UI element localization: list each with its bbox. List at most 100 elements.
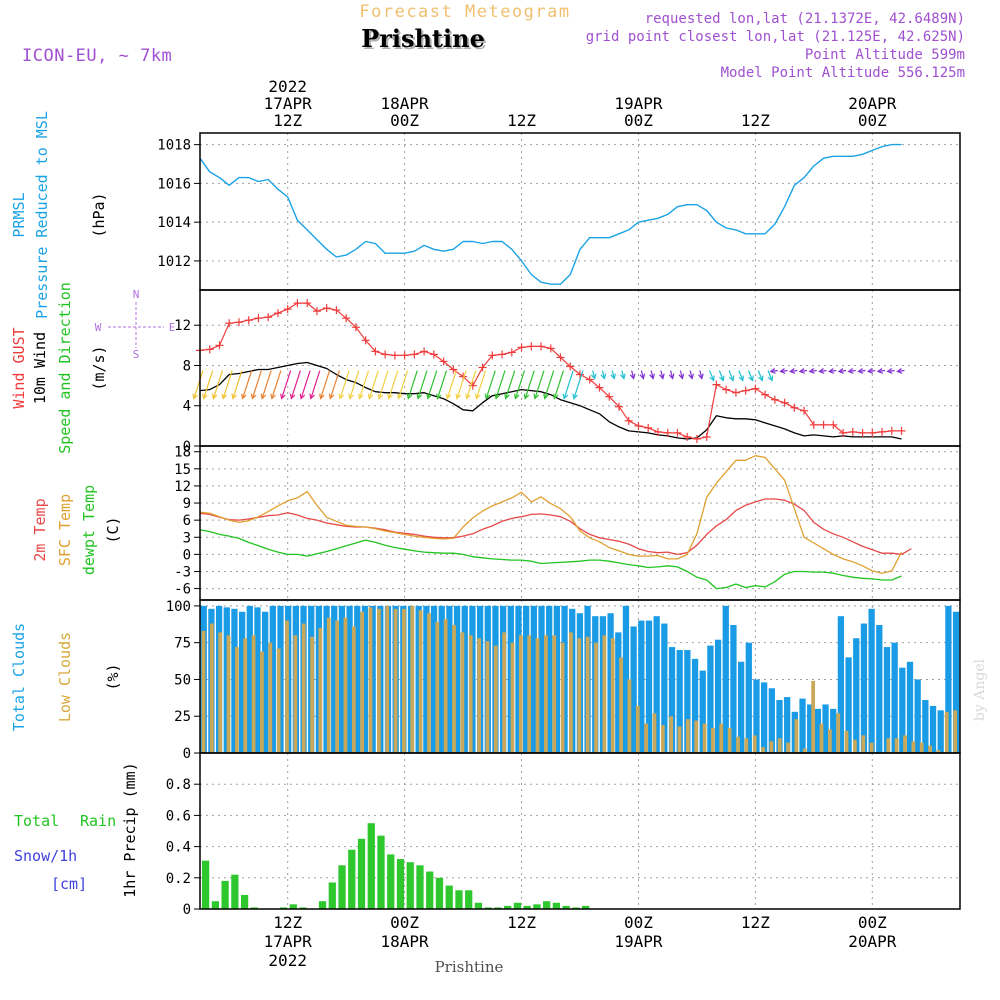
location-title-front: Prishtine bbox=[361, 24, 485, 53]
temp-dewpt-line bbox=[199, 529, 902, 590]
total-cloud-bar bbox=[768, 688, 775, 753]
temp-ytick-label-7: 15 bbox=[174, 462, 191, 478]
wind-direction-arrow bbox=[659, 370, 665, 380]
top-time-label: 00Z bbox=[390, 111, 419, 130]
precip-bar bbox=[562, 905, 570, 909]
total-cloud-bar bbox=[837, 616, 845, 753]
wind-gust-marker bbox=[517, 343, 526, 352]
top-time-label: 18APR bbox=[381, 94, 430, 113]
low-cloud-bar bbox=[928, 745, 932, 753]
wind-direction-arrow bbox=[543, 370, 555, 400]
wind-gust-marker bbox=[566, 362, 575, 371]
low-cloud-bar bbox=[301, 623, 306, 753]
wind-gust-marker bbox=[244, 316, 253, 325]
bottom-time-label: 00Z bbox=[624, 913, 653, 932]
low-cloud-bar bbox=[518, 635, 523, 753]
total-cloud-bar bbox=[937, 710, 944, 753]
wind-gust-marker bbox=[527, 342, 536, 351]
wind-direction-arrow bbox=[270, 370, 282, 400]
precip-bar bbox=[202, 860, 210, 909]
compass-north: N bbox=[133, 288, 140, 301]
wind-direction-arrow bbox=[789, 368, 798, 374]
total-cloud-bar bbox=[714, 639, 722, 753]
wind-gust-marker bbox=[273, 309, 282, 318]
low-cloud-bar bbox=[936, 750, 941, 753]
wind-gust-marker bbox=[312, 307, 321, 316]
clouds-ytick-label-2: 50 bbox=[174, 672, 191, 688]
wind-label-gust: Wind GUST bbox=[10, 327, 28, 408]
clouds-label-unit: (%) bbox=[104, 663, 122, 690]
total-cloud-bar bbox=[707, 645, 714, 753]
total-cloud-bar bbox=[853, 638, 860, 753]
bottom-time-label: 18APR bbox=[381, 932, 430, 951]
wind-gust-marker bbox=[322, 304, 331, 313]
panels: 101210141016101804812-6-3036912151802550… bbox=[157, 132, 961, 918]
wind-label-10m: 10m Wind bbox=[31, 332, 49, 404]
precip-bar bbox=[455, 890, 463, 909]
model-label: ICON-EU, ~ 7km bbox=[22, 46, 172, 66]
wind-gust-marker bbox=[868, 428, 877, 437]
temp-ytick-label-4: 6 bbox=[183, 513, 191, 529]
temp-labels: 2m Temp SFC Temp dewpt Temp (C) bbox=[31, 485, 122, 575]
total-cloud-bar bbox=[699, 670, 706, 753]
total-cloud-bar bbox=[553, 605, 561, 753]
total-cloud-bar bbox=[446, 605, 453, 753]
low-cloud-bar bbox=[844, 730, 849, 753]
top-time-label: 17APR bbox=[264, 94, 313, 113]
temp-label-sfc: SFC Temp bbox=[56, 494, 74, 566]
low-cloud-bar bbox=[226, 635, 231, 753]
wind-gust-marker bbox=[449, 365, 458, 374]
wind-gust-marker bbox=[780, 398, 789, 407]
precip-bar bbox=[338, 865, 346, 909]
wind-direction-arrow bbox=[474, 370, 487, 400]
temp-sfc-line bbox=[199, 455, 903, 574]
low-cloud-bar bbox=[644, 723, 648, 753]
wind-gust-marker bbox=[576, 370, 584, 379]
low-cloud-bar bbox=[777, 738, 782, 753]
wind-direction-arrow bbox=[600, 370, 607, 380]
wind-direction-arrow bbox=[289, 370, 301, 400]
pressure-ytick-label-2: 1016 bbox=[157, 176, 191, 192]
low-cloud-bar bbox=[527, 635, 532, 753]
wind-gust-marker bbox=[858, 428, 867, 437]
precip-frame bbox=[199, 752, 961, 910]
precip-ytick-label-0: 0 bbox=[183, 902, 191, 918]
top-time-label: 12Z bbox=[507, 111, 536, 130]
wind-direction-arrow bbox=[748, 370, 754, 382]
wind-direction-arrow bbox=[504, 370, 516, 400]
wind-direction-arrow bbox=[886, 368, 895, 374]
wind-direction-arrow bbox=[757, 370, 764, 382]
total-cloud-bar bbox=[630, 626, 637, 753]
wind-direction-arrow bbox=[533, 370, 545, 400]
wind-gust-marker bbox=[410, 350, 419, 359]
wind-gust-marker bbox=[653, 427, 662, 436]
precip-bar bbox=[484, 907, 492, 909]
wind-direction-arrow bbox=[299, 370, 311, 400]
wind-direction-arrow bbox=[387, 370, 399, 400]
total-cloud-bar bbox=[814, 708, 822, 753]
wind-direction-arrow bbox=[798, 368, 808, 374]
low-cloud-bar bbox=[209, 623, 214, 753]
wind-labels: Wind GUST 10m Wind Speed and Direction (… bbox=[10, 282, 108, 454]
wind-gust-marker bbox=[878, 427, 887, 436]
wind-direction-arrow bbox=[629, 370, 636, 380]
wind-gust-marker bbox=[439, 357, 448, 366]
low-cloud-bar bbox=[836, 713, 841, 753]
wind-direction-arrow bbox=[426, 370, 438, 400]
pressure-ytick-label-3: 1018 bbox=[157, 138, 191, 154]
wind-label-unit: (m/s) bbox=[90, 345, 108, 390]
wind-gust-marker bbox=[234, 318, 243, 327]
bottom-time-label: 00Z bbox=[858, 913, 887, 932]
low-cloud-bar bbox=[477, 638, 481, 753]
low-cloud-bar bbox=[861, 735, 866, 753]
wind-gust-marker bbox=[342, 314, 351, 323]
wind-gust-marker bbox=[264, 313, 273, 322]
low-cloud-bar bbox=[711, 727, 715, 753]
total-cloud-bar bbox=[645, 620, 653, 753]
total-cloud-bar bbox=[346, 605, 353, 753]
total-cloud-bar bbox=[546, 605, 553, 753]
wind-direction-arrow bbox=[241, 370, 253, 400]
precip-bar bbox=[552, 902, 561, 909]
low-cloud-bar bbox=[769, 741, 774, 753]
low-cloud-bar bbox=[702, 723, 707, 753]
